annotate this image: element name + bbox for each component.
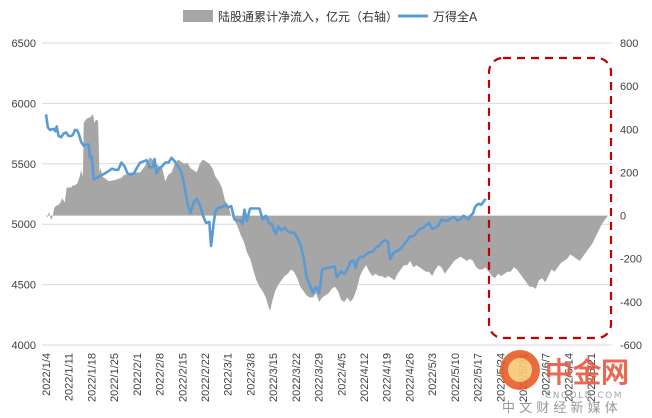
legend-area-label: 陆股通累计净流入，亿元（右轴） [218, 9, 398, 24]
x-axis-tick-label: 2022/2/1 [132, 353, 144, 396]
wind-a-line-series [44, 114, 487, 295]
x-axis-tick-label: 2022/3/22 [291, 353, 303, 402]
x-axis-tick-label: 2022/3/1 [223, 353, 235, 396]
watermark-brand: 中金网 [545, 356, 629, 389]
legend-area-swatch [183, 10, 213, 22]
right-axis: -600 -400 -200 0 200 400 600 800 [620, 38, 642, 352]
right-axis-tick-label: -200 [620, 254, 642, 266]
left-axis-tick-label: 5500 [12, 159, 36, 171]
x-axis-tick-label: 2022/5/17 [473, 353, 485, 402]
left-axis-tick-label: 6000 [12, 98, 36, 110]
x-axis-tick-label: 2022/5/10 [450, 353, 462, 402]
watermark-inner-circle [508, 358, 532, 382]
x-axis-tick-label: 2022/2/15 [177, 353, 189, 402]
x-axis-tick-label: 2022/3/15 [268, 353, 280, 402]
watermark-domain: CNGOLD.COM [545, 391, 623, 401]
x-axis-tick-label: 2022/2/22 [200, 353, 212, 402]
x-axis-tick-label: 2022/6/7 [541, 353, 553, 396]
x-axis-tick-label: 2022/4/19 [382, 353, 394, 402]
x-axis-tick-label: 2022/6/21 [586, 353, 598, 402]
x-axis-tick-label: 2022/4/12 [359, 353, 371, 402]
right-axis-tick-label: -600 [620, 340, 642, 352]
x-axis-tick-label: 2022/1/18 [86, 353, 98, 402]
x-axis-tick-label: 2022/1/11 [64, 353, 76, 401]
right-axis-tick-label: 0 [620, 211, 626, 223]
x-axis-tick-label: 2022/1/25 [109, 353, 121, 402]
left-axis-tick-label: 5000 [12, 219, 36, 231]
watermark-logo: 中金网 CNGOLD.COM 中 文 财 经 新 媒 体 [500, 350, 629, 416]
right-axis-tick-label: 600 [620, 81, 638, 93]
left-axis: 4000 4500 5000 5500 6000 6500 [12, 38, 36, 352]
watermark-tagline: 中 文 财 经 新 媒 体 [502, 400, 618, 416]
x-axis-tick-label: 2022/3/29 [314, 353, 326, 402]
left-axis-tick-label: 4500 [12, 280, 36, 292]
legend-line-label: 万得全A [433, 9, 478, 24]
x-axis-tick-label: 2022/6/14 [563, 353, 575, 402]
legend: 陆股通累计净流入，亿元（右轴） 万得全A [183, 9, 478, 24]
x-axis: 2022/1/4 2022/1/11 2022/1/18 2022/1/25 2022/… [41, 353, 598, 402]
right-axis-tick-label: 800 [620, 38, 638, 50]
x-axis-tick-label: 2022/3/8 [245, 353, 257, 396]
x-axis-tick-label: 2022/2/8 [155, 353, 167, 396]
x-axis-tick-label: 2022/4/5 [336, 353, 348, 396]
left-axis-tick-label: 4000 [12, 340, 36, 352]
northbound-area-path [46, 114, 608, 311]
x-axis-tick-label: 2022/1/4 [41, 353, 53, 396]
x-axis-tick-label: 2022/5/3 [427, 353, 439, 396]
northbound-area-series [46, 114, 608, 311]
right-axis-tick-label: 400 [620, 124, 638, 136]
x-axis-tick-label: 2022/4/26 [404, 353, 416, 402]
highlight-dashed-box [487, 56, 613, 340]
left-axis-tick-label: 6500 [12, 38, 36, 50]
right-axis-tick-label: -400 [620, 297, 642, 309]
wind-a-line-path [44, 114, 487, 295]
right-axis-tick-label: 200 [620, 167, 638, 179]
